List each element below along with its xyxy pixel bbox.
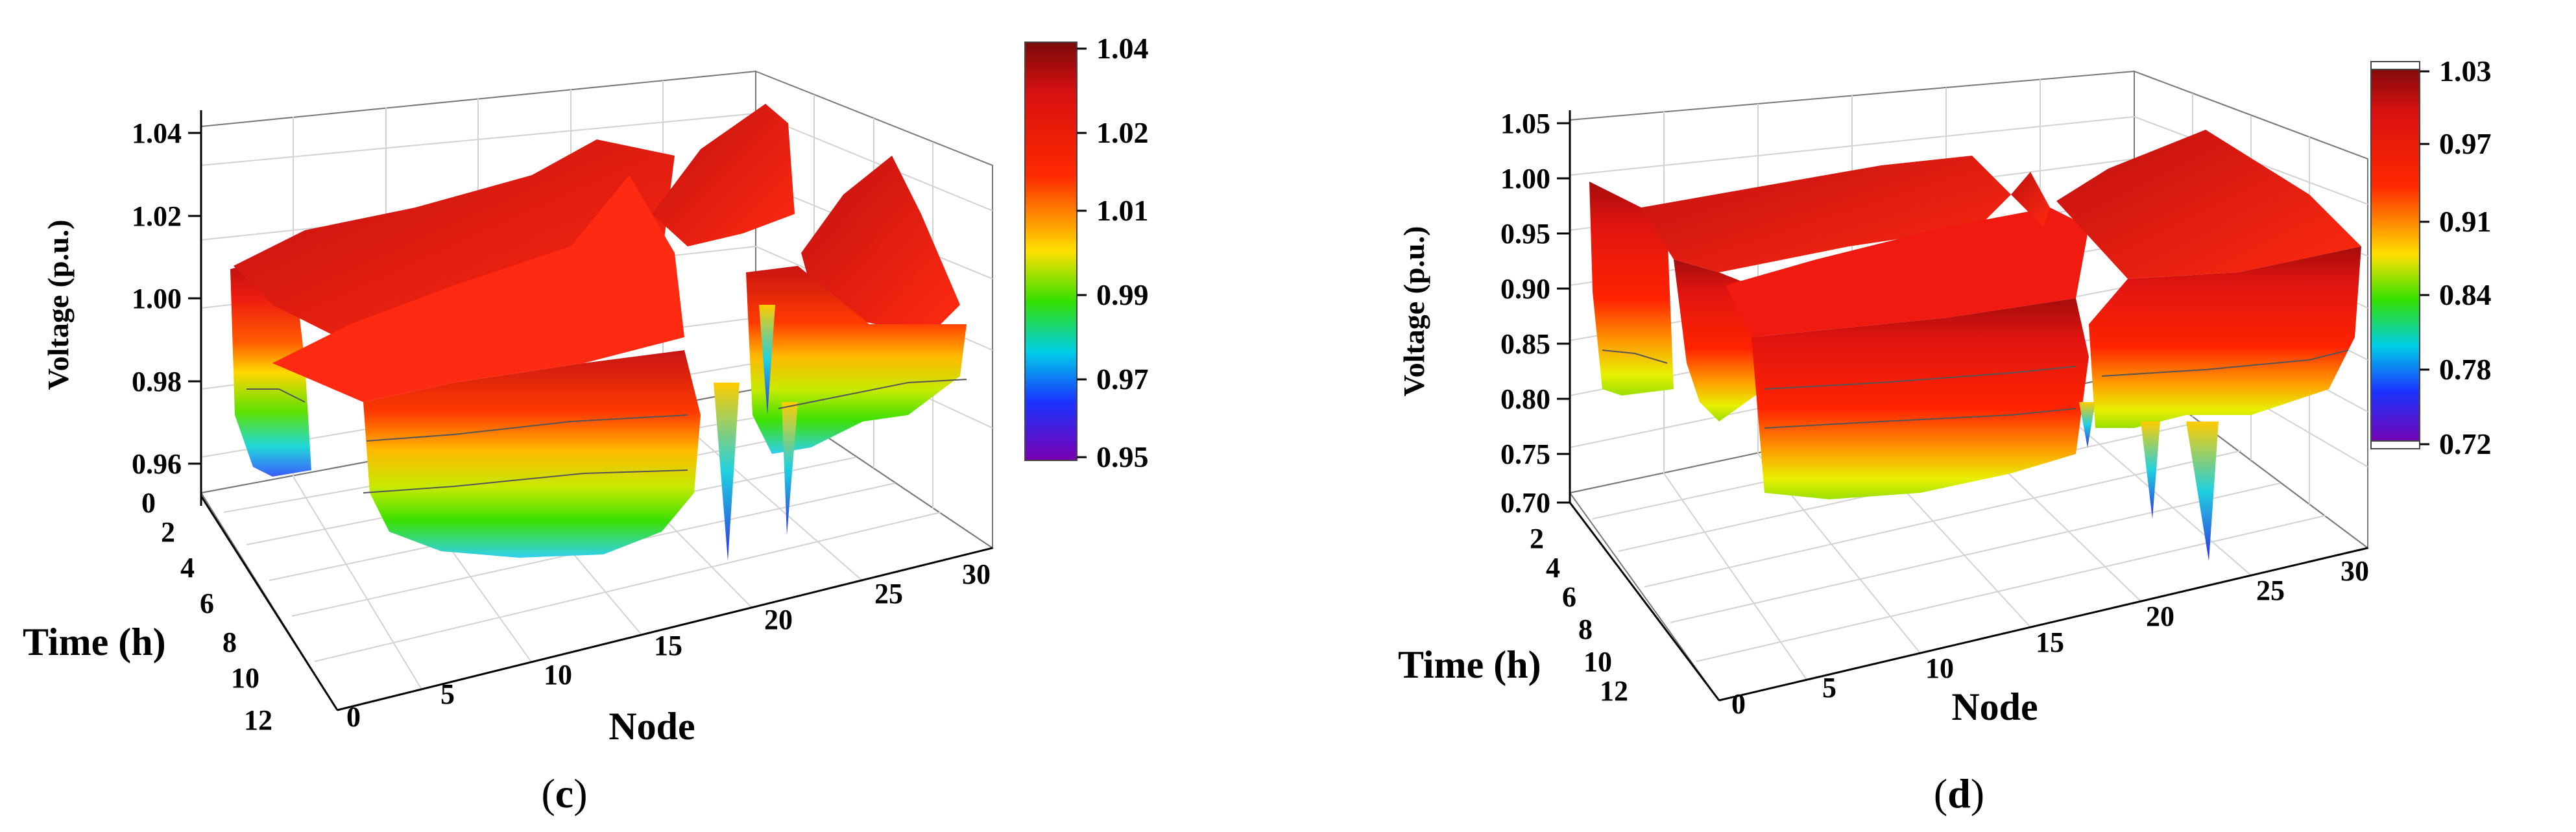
- panel-d-right-top: [2056, 130, 2361, 279]
- panel-d-surface: [1589, 130, 2361, 561]
- panel-d-x-tick: 20: [2146, 600, 2174, 632]
- panel-d-z-tick: 0.95: [1500, 218, 1550, 250]
- panel-c-colorbar-tick: 0.99: [1096, 278, 1149, 311]
- panel-d-y-tick: 2: [1530, 523, 1544, 554]
- panel-c-y-tick: 8: [223, 626, 237, 658]
- panel-d: 0.70 0.75 0.80 0.85 0.90 0.95 1.00 1.05 …: [1397, 54, 2492, 816]
- panel-c-z-tick: 1.02: [132, 200, 182, 232]
- panel-c-y-axis-line: [200, 495, 339, 711]
- panel-c-front-top: [272, 175, 684, 402]
- panel-d-z-tick: 0.75: [1500, 438, 1550, 470]
- panel-c-colorbar-tick: 0.97: [1096, 363, 1149, 396]
- panel-c-x-tick: 25: [874, 578, 903, 610]
- panel-c: 0.96 0.98 1.00 1.02 1.04 Voltage (p.u.) …: [23, 32, 1149, 816]
- panel-c-z-tick: 1.04: [132, 117, 182, 149]
- panel-d-y-tick: 12: [1600, 675, 1628, 707]
- panel-d-x-tick: 10: [1925, 652, 1954, 684]
- panel-c-x-tick: 20: [764, 604, 793, 636]
- panel-c-back-top: [234, 139, 675, 337]
- panel-d-y-tick: 6: [1562, 581, 1576, 613]
- panel-c-y-tick: 2: [161, 516, 175, 548]
- panel-d-x-axis-label: Node: [1951, 685, 2038, 728]
- panel-d-colorbar-tick: 0.72: [2439, 427, 2492, 460]
- panel-d-y-tick: 8: [1578, 613, 1593, 645]
- panel-d-colorbar-tick: 0.97: [2439, 127, 2492, 160]
- panel-c-y-axis-label: Time (h): [23, 621, 166, 663]
- panel-d-z-tick: 1.05: [1500, 108, 1550, 139]
- panel-c-surface: [230, 104, 967, 561]
- panel-d-y-tick: 4: [1546, 552, 1560, 584]
- panel-c-x-tick: 0: [346, 701, 361, 733]
- panel-d-z-ticks: 0.70 0.75 0.80 0.85 0.90 0.95 1.00 1.05: [1500, 108, 1570, 519]
- panel-c-x-axis-label: Node: [608, 705, 695, 748]
- panel-c-spike-3: [759, 305, 775, 415]
- panel-c-spike-1: [714, 383, 740, 561]
- panel-d-x-axis-line: [1718, 547, 2368, 702]
- panel-d-x-tick: 5: [1822, 672, 1836, 704]
- panel-d-front-top: [1726, 208, 2089, 337]
- panel-c-colorbar: 1.04 1.02 1.01 0.99 0.97 0.95: [1024, 32, 1149, 473]
- panel-d-spike-2: [2186, 422, 2219, 561]
- panel-c-x-tick: 30: [962, 558, 991, 590]
- panel-d-front-wall: [1751, 298, 2089, 499]
- panel-d-colorbar-tick: 0.84: [2439, 278, 2492, 311]
- panel-d-left-wall: [1589, 182, 1674, 396]
- panel-d-y-ticks: 2 4 6 8 10 12: [1530, 523, 1628, 707]
- panel-c-spike-2: [782, 402, 798, 535]
- panel-d-y-tick: 10: [1583, 646, 1612, 678]
- panel-c-y-tick: 4: [180, 552, 195, 584]
- panel-c-x-ticks: 0 5 10 15 20 25 30: [346, 558, 991, 733]
- panel-d-x-tick: 25: [2256, 575, 2285, 606]
- panel-d-z-tick: 0.90: [1500, 273, 1550, 305]
- panel-d-x-ticks: 0 5 10 15 20 25 30: [1731, 555, 2369, 720]
- panel-c-y-tick: 10: [231, 662, 259, 694]
- panel-c-contours: [247, 379, 967, 493]
- panel-c-y-tick: 6: [200, 588, 214, 619]
- panel-d-x-tick: 0: [1731, 688, 1746, 720]
- panel-d-colorbar-tick: 0.91: [2439, 205, 2492, 238]
- panel-c-caption: (c): [541, 770, 587, 816]
- panel-d-colorbar-tick: 1.03: [2439, 54, 2492, 88]
- panel-d-z-tick: 1.00: [1500, 163, 1550, 195]
- panel-d-y-axis-label: Time (h): [1398, 643, 1541, 686]
- panel-c-colorbar-tick: 1.04: [1096, 32, 1149, 65]
- panel-d-caption: (d): [1934, 770, 1984, 816]
- panel-d-z-tick: 0.80: [1500, 383, 1550, 415]
- panel-d-spike-1: [2141, 422, 2160, 519]
- panel-d-back-top: [1641, 156, 2011, 272]
- panel-c-z-tick: 1.00: [132, 283, 182, 315]
- panel-c-x-axis-line: [337, 547, 993, 711]
- panel-d-colorbar: 1.03 0.97 0.91 0.84 0.78 0.72: [2370, 54, 2492, 460]
- panel-c-front-wall: [363, 350, 701, 558]
- panel-d-right-wall: [2089, 246, 2361, 428]
- panel-c-y-tick: 0: [141, 487, 156, 519]
- panel-d-spike-3: [2079, 402, 2095, 447]
- panel-c-x-tick: 10: [544, 659, 572, 691]
- panel-c-right-peak-2: [801, 156, 960, 324]
- panel-c-colorbar-tick: 1.02: [1096, 116, 1149, 149]
- panel-d-x-tick: 30: [2341, 555, 2369, 587]
- panel-d-x-tick: 15: [2036, 626, 2064, 658]
- panel-c-z-tick: 0.96: [132, 448, 182, 480]
- panel-d-contours: [1602, 350, 2349, 429]
- panel-c-x-tick: 15: [654, 630, 682, 661]
- panel-d-z-axis-label: Voltage (p.u.): [1397, 226, 1430, 397]
- panel-c-y-ticks: 0 2 4 6 8 10 12: [141, 487, 272, 736]
- panel-d-colorbar-tick: 0.78: [2439, 353, 2492, 386]
- panel-c-z-tick: 0.98: [132, 366, 182, 398]
- panel-c-z-axis-label: Voltage (p.u.): [42, 220, 75, 390]
- panel-c-x-tick: 5: [440, 678, 455, 710]
- panel-c-right-peak-1: [652, 104, 795, 246]
- panel-c-y-tick: 12: [244, 704, 272, 736]
- panel-c-z-ticks: 0.96 0.98 1.00 1.02 1.04: [132, 117, 201, 480]
- panel-d-y-axis-line: [1569, 502, 1720, 701]
- panel-d-z-tick: 0.70: [1500, 487, 1550, 519]
- panel-c-colorbar-tick: 0.95: [1096, 440, 1149, 473]
- panel-c-colorbar-tick: 1.01: [1096, 194, 1149, 227]
- panel-d-mid-peak: [2011, 172, 2050, 227]
- panel-d-z-tick: 0.85: [1500, 328, 1550, 360]
- panel-c-right-wall: [746, 266, 967, 454]
